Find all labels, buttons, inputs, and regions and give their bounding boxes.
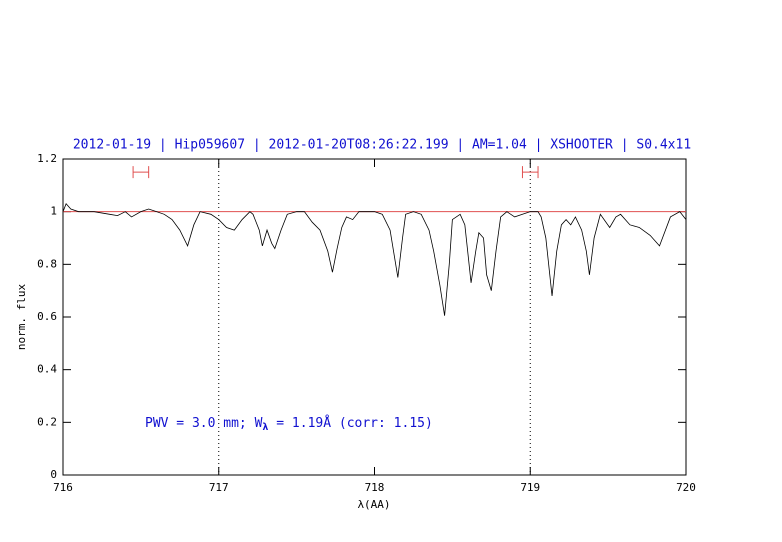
- x-axis-label: λ(AA): [357, 498, 390, 511]
- y-tick-label: 1: [50, 205, 57, 218]
- y-tick-label: 0.2: [37, 415, 57, 428]
- range-marker: [132, 166, 150, 179]
- y-tick-label: 0.8: [37, 257, 57, 270]
- range-marker: [521, 166, 539, 179]
- spectrum-line: [62, 203, 687, 316]
- x-tick-label: 718: [365, 481, 385, 494]
- x-tick-label: 719: [520, 481, 540, 494]
- x-tick-label: 720: [676, 481, 696, 494]
- annotation: PWV = 3.0 mm; Wλ = 1.19Å (corr: 1.15): [145, 415, 433, 434]
- annotation-part: = 1.19Å (corr: 1.15): [268, 415, 432, 431]
- y-tick-label: 0.6: [37, 310, 57, 323]
- x-tick-label: 716: [53, 481, 73, 494]
- chart-title: 2012-01-19 | Hip059607 | 2012-01-20T08:2…: [73, 138, 691, 153]
- annotation-subscript: λ: [262, 422, 268, 433]
- y-tick-label: 0: [50, 468, 57, 481]
- annotation-part: PWV = 3.0 mm; W: [145, 416, 263, 431]
- y-tick-label: 1.2: [37, 152, 57, 165]
- y-tick-label: 0.4: [37, 363, 57, 376]
- x-tick-label: 717: [209, 481, 229, 494]
- y-axis-label: norm. flux: [15, 284, 28, 351]
